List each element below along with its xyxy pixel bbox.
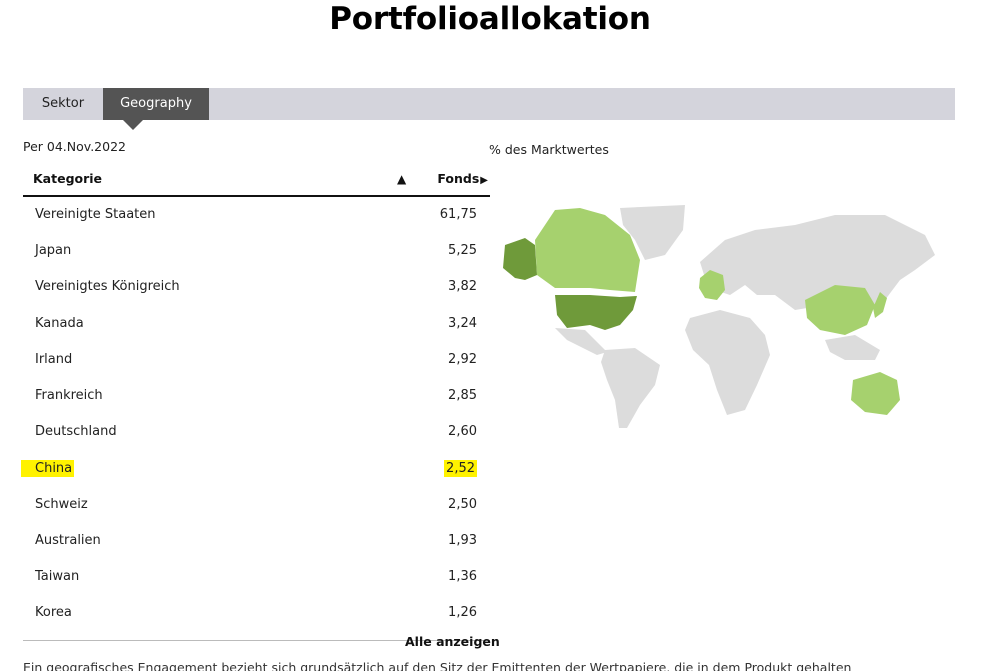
- page-title: Portfolioallokation: [329, 1, 651, 37]
- row-country: Frankreich: [35, 387, 103, 403]
- row-value: 3,82: [448, 279, 477, 295]
- map-australia: [851, 372, 900, 415]
- row-country: Schweiz: [35, 496, 88, 512]
- table-body: Vereinigte Staaten 61,75 Japan 5,25 Vereinig…: [21, 197, 490, 631]
- row-value: 3,24: [448, 315, 477, 331]
- show-all-link[interactable]: Alle anzeigen: [405, 634, 500, 649]
- table-row: China 2,52: [21, 450, 490, 486]
- row-country: Kanada: [35, 315, 84, 331]
- table-row: Taiwan 1,36: [23, 559, 490, 595]
- table-row: Irland 2,92: [23, 342, 490, 378]
- tab-sektor[interactable]: Sektor: [41, 96, 85, 111]
- footnote: Ein geografisches Engagement bezieht sic…: [23, 660, 852, 671]
- row-country: Australien: [35, 532, 101, 548]
- table-bottom-rule: [23, 631, 490, 642]
- column-header-fund-label: Fonds: [437, 171, 480, 186]
- row-country: Irland: [35, 351, 73, 367]
- as-of-date: Per 04.Nov.2022: [23, 139, 126, 154]
- table-row: Deutschland 2,60: [23, 414, 490, 450]
- table-row: Vereinigte Staaten 61,75: [23, 197, 490, 233]
- tab-bar: Sektor Geography: [23, 88, 955, 120]
- row-value: 1,36: [448, 568, 477, 584]
- world-map: [503, 205, 935, 428]
- map-greenland: [620, 205, 685, 260]
- row-country: Deutschland: [35, 424, 117, 440]
- row-value: 1,93: [448, 532, 477, 548]
- row-country: Vereinigte Staaten: [35, 207, 156, 222]
- row-value: 2,60: [448, 424, 477, 440]
- table-row: Kanada 3,24: [23, 306, 490, 342]
- tab-geography[interactable]: Geography: [103, 88, 209, 120]
- table-header: Kategorie ▲ Fonds▶: [23, 166, 490, 197]
- map-southeast-asia: [825, 335, 880, 360]
- map-mexico-central: [555, 328, 607, 355]
- map-europe-holdings: [699, 270, 725, 300]
- row-country: Taiwan: [35, 568, 80, 584]
- row-value: 2,92: [448, 351, 477, 367]
- table-row: Korea 1,26: [23, 595, 490, 631]
- row-value: 1,26: [448, 605, 477, 621]
- map-eurasia: [700, 215, 935, 310]
- table-row: Australien 1,93: [23, 523, 490, 559]
- row-country: Korea: [35, 605, 72, 621]
- row-value: 2,85: [448, 387, 477, 403]
- map-south-america: [601, 348, 660, 428]
- row-country: China: [21, 460, 75, 478]
- table-row: Schweiz 2,50: [23, 487, 490, 523]
- row-value: 61,75: [439, 207, 477, 222]
- map-china: [805, 285, 875, 335]
- map-caption: % des Marktwertes: [489, 142, 609, 157]
- map-canada: [535, 208, 640, 292]
- play-arrow-icon: ▶: [480, 175, 488, 186]
- sort-ascending-icon[interactable]: ▲: [397, 172, 407, 186]
- table-row: Vereinigtes Königreich 3,82: [23, 269, 490, 305]
- map-africa: [685, 310, 770, 415]
- row-value: 2,50: [448, 496, 477, 512]
- row-country: Vereinigtes Königreich: [35, 279, 180, 295]
- allocation-table: Kategorie ▲ Fonds▶ Vereinigte Staaten 61,…: [21, 166, 490, 642]
- map-united-states: [555, 295, 637, 330]
- table-row: Frankreich 2,85: [23, 378, 490, 414]
- column-header-fund[interactable]: Fonds▶: [437, 171, 488, 186]
- map-japan: [873, 292, 887, 318]
- row-value: 5,25: [448, 243, 477, 259]
- map-alaska: [503, 238, 537, 280]
- row-country: Japan: [35, 243, 72, 259]
- row-value: 2,52: [444, 460, 477, 478]
- active-tab-pointer: [123, 120, 143, 130]
- column-header-category[interactable]: Kategorie: [33, 171, 103, 186]
- table-row: Japan 5,25: [23, 233, 490, 269]
